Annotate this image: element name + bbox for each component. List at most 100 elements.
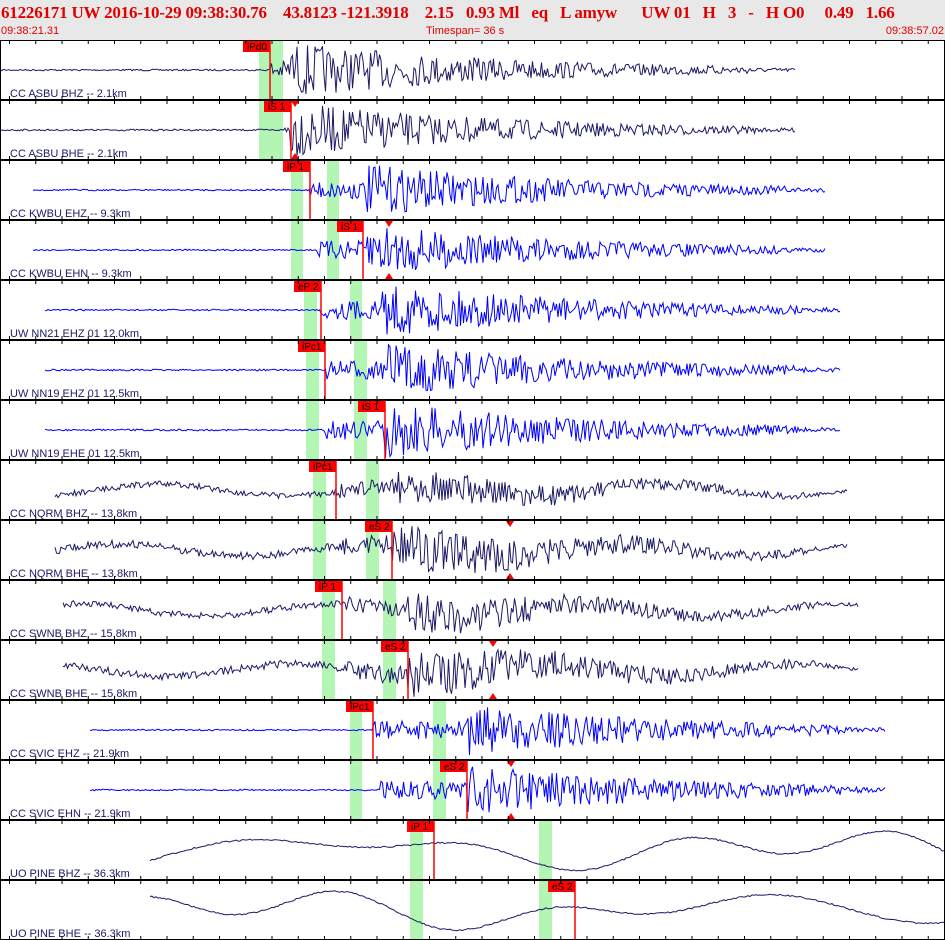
amplitude-marker-icon — [489, 693, 497, 699]
waveform-trace — [62, 648, 859, 697]
pick-label: iP 1 — [411, 822, 428, 833]
end-time: 09:38:57.02 — [885, 25, 944, 37]
station-label: CC KWBU EHN -- 9.3km — [10, 268, 132, 280]
station-label: CC KWBU EHZ -- 9.3km — [10, 208, 130, 220]
pick-label: iPc1 — [302, 342, 322, 353]
waveform-trace — [90, 707, 886, 756]
channel-panel[interactable]: iP 1 CC SWNB BHZ -- 15.8km — [10, 580, 859, 640]
channel-panel[interactable]: eS 2 CC NQRM BHE -- 13.8km — [10, 520, 848, 580]
pick-window — [313, 520, 326, 580]
station-label: UO PINE BHZ -- 36.3km — [10, 868, 130, 880]
station-label: UO PINE BHE -- 36.3km — [10, 928, 130, 940]
channel-panel[interactable]: iPc1 UW NN19 EHZ 01 12.5km — [10, 340, 841, 400]
amplitude-marker-icon — [385, 273, 393, 279]
waveform-trace — [32, 228, 826, 270]
waveform-trace — [149, 830, 945, 872]
pick-label: iP 1 — [287, 162, 304, 173]
waveform-trace — [54, 471, 848, 506]
station-label: CC SWNB BHE -- 15.8km — [10, 688, 137, 700]
channel-panel[interactable]: iS 1 UW NN19 EHE 01 12.5km — [10, 400, 841, 460]
station-label: CC ASBU BHE -- 2.1km — [10, 148, 127, 160]
pick-window — [433, 700, 446, 760]
start-time: 09:38:21.31 — [1, 25, 60, 37]
waveform-trace — [149, 890, 945, 932]
station-label: UW NN21 EHZ 01 12.0km — [10, 328, 139, 340]
pick-label: eP 2 — [298, 282, 319, 293]
channel-panel[interactable]: eS 2 UO PINE BHE -- 36.3km — [10, 880, 945, 940]
amplitude-marker-icon — [507, 813, 515, 819]
pick-label: eS 2 — [369, 522, 390, 533]
pick-window — [366, 520, 379, 580]
pick-label-box[interactable] — [407, 821, 434, 832]
pick-window — [291, 220, 303, 280]
pick-label: iS 1 — [341, 222, 359, 233]
channel-panel[interactable]: eS 2 CC SVIC EHN -- 21.9km — [10, 760, 886, 820]
channel-panel[interactable]: iPc1 CC NQRM BHZ -- 13.8km — [10, 460, 848, 520]
channel-panel[interactable]: iP 1 CC KWBU EHZ -- 9.3km — [10, 160, 826, 220]
pick-label-box[interactable] — [337, 221, 363, 232]
waveform-trace — [0, 45, 796, 95]
channel-panel[interactable]: iP 1 UO PINE BHZ -- 36.3km — [10, 820, 945, 880]
pick-window — [410, 880, 423, 940]
amplitude-marker-icon — [385, 221, 393, 227]
pick-label-box[interactable] — [243, 41, 270, 52]
pick-label: eS 2 — [444, 762, 465, 773]
waveform-trace — [54, 525, 848, 574]
pick-label: iPc1 — [313, 462, 333, 473]
waveform-trace — [62, 592, 859, 634]
pick-label-box[interactable] — [283, 161, 310, 172]
pick-label: iS 1 — [268, 102, 286, 113]
pick-label-box[interactable] — [440, 761, 467, 772]
pick-label: eS 2 — [552, 882, 573, 893]
pick-window — [366, 460, 379, 520]
channel-panel[interactable]: iPd0 CC ASBU BHZ -- 2.1km — [0, 40, 796, 100]
station-label: CC SWNB BHZ -- 15.8km — [10, 628, 137, 640]
pick-window — [539, 880, 552, 940]
station-label: CC NQRM BHZ -- 13.8km — [10, 508, 137, 520]
channel-panel[interactable]: iPc1 CC SVIC EHZ -- 21.9km — [10, 700, 886, 760]
pick-window — [322, 580, 335, 640]
pick-label-box[interactable] — [264, 101, 291, 112]
waveform-trace — [44, 343, 841, 392]
waveform-trace — [44, 286, 841, 335]
channel-panel[interactable]: iS 1 CC ASBU BHE -- 2.1km — [0, 100, 796, 160]
waveform-trace — [44, 407, 841, 459]
pick-label: iPd0 — [247, 42, 267, 53]
amplitude-marker-icon — [507, 761, 515, 767]
pick-label: iP 1 — [319, 582, 336, 593]
pick-label: eS 2 — [385, 642, 406, 653]
station-label: CC SVIC EHZ -- 21.9km — [10, 748, 129, 760]
header-bar: 61226171 UW 2016-10-29 09:38:30.76 43.81… — [0, 0, 945, 40]
pick-label-box[interactable] — [315, 581, 342, 592]
station-label: CC SVIC EHN -- 21.9km — [10, 808, 130, 820]
pick-label-box[interactable] — [309, 461, 336, 472]
pick-window — [313, 460, 326, 520]
station-label: UW NN19 EHZ 01 12.5km — [10, 388, 139, 400]
channel-panel[interactable]: eS 2 CC SWNB BHE -- 15.8km — [10, 640, 859, 700]
pick-window — [433, 760, 446, 820]
amplitude-marker-icon — [291, 153, 299, 159]
pick-label-box[interactable] — [548, 881, 575, 892]
pick-window — [350, 700, 362, 760]
waveform-trace — [0, 105, 796, 156]
pick-label-box[interactable] — [365, 521, 392, 532]
pick-label-box[interactable] — [358, 401, 385, 412]
waveform-trace — [32, 165, 826, 213]
amplitude-marker-icon — [291, 101, 299, 107]
pick-label-box[interactable] — [298, 341, 325, 352]
pick-label-box[interactable] — [294, 281, 321, 292]
station-label: UW NN19 EHE 01 12.5km — [10, 448, 140, 460]
waveform-trace — [89, 766, 886, 813]
amplitude-marker-icon — [506, 521, 514, 527]
pick-window — [354, 340, 367, 400]
pick-window — [383, 640, 396, 700]
pick-label: iPc1 — [350, 702, 370, 713]
pick-window — [410, 820, 423, 880]
channel-panel[interactable]: iS 1 CC KWBU EHN -- 9.3km — [10, 220, 826, 280]
waveform-panels[interactable]: iPd0 CC ASBU BHZ -- 2.1km iS 1 CC ASBU BHE … — [0, 40, 945, 940]
amplitude-marker-icon — [506, 573, 514, 579]
pick-label: iS 1 — [362, 402, 380, 413]
channel-panel[interactable]: eP 2 UW NN21 EHZ 01 12.0km — [10, 280, 841, 340]
pick-label-box[interactable] — [381, 641, 408, 652]
pick-label-box[interactable] — [346, 701, 373, 712]
